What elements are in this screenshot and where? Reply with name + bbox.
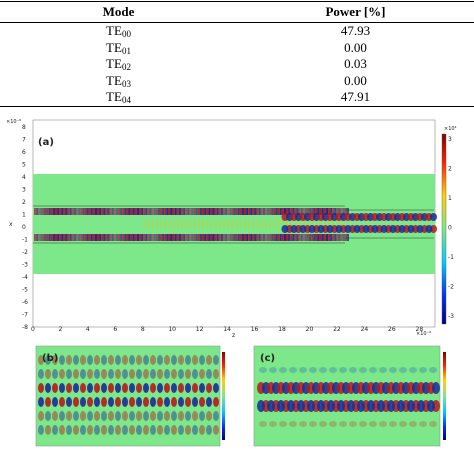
panel-c-field-pattern xyxy=(257,367,440,427)
x-tick-label: 20 xyxy=(306,326,314,333)
y-tick-label: 4 xyxy=(22,174,26,181)
x-tick-label: 28 xyxy=(416,326,424,333)
y-ticks: 8 7 6 5 4 3 2 1 0 -1 -2 -3 -4 -5 -6 -7 -8 xyxy=(22,124,28,331)
y-exponent: ×10⁻⁶ xyxy=(6,119,21,125)
panel-a-label: (a) xyxy=(38,137,54,148)
power-cell: 0.03 xyxy=(344,56,367,71)
colorbar-tick-label: -1 xyxy=(448,254,454,261)
power-cell: 0.00 xyxy=(344,72,367,88)
y-tick-label: 3 xyxy=(22,187,26,194)
x-tick-label: 24 xyxy=(361,326,369,333)
x-tick-label: 16 xyxy=(251,326,259,333)
y-tick-label: -1 xyxy=(22,237,28,244)
mode-cell: TE03 xyxy=(106,72,131,89)
y-axis-label: x xyxy=(9,221,13,228)
y-tick-label: -6 xyxy=(22,299,28,306)
colorbar-ticks: 3 2 1 0 -1 -2 -3 xyxy=(448,136,454,320)
panel-b: (b) xyxy=(35,345,225,447)
y-tick-label: 2 xyxy=(22,199,26,206)
y-tick-label: -8 xyxy=(22,324,28,331)
colorbar-tick-label: -2 xyxy=(448,284,454,291)
table-row: TE03 0.00 xyxy=(0,73,474,90)
x-tick-label: 6 xyxy=(113,326,117,333)
y-tick-label: -5 xyxy=(22,287,28,294)
power-table: Mode Power [%] TE00 47.93 TE01 0.00 TE02 0.03… xyxy=(0,1,474,107)
colorbar-tick-label: 1 xyxy=(448,195,452,202)
panel-c-label: (c) xyxy=(260,353,275,364)
y-tick-label: 6 xyxy=(22,149,26,156)
colorbar-exponent: ×10⁴ xyxy=(444,126,457,132)
colorbar-tick-label: 0 xyxy=(448,225,452,232)
table-row: TE04 47.91 xyxy=(0,89,474,107)
table-row: TE02 0.03 xyxy=(0,56,474,73)
colorbar-tick-label: 3 xyxy=(448,136,452,143)
y-tick-label: 0 xyxy=(22,224,26,231)
panel-b-colorbar xyxy=(222,352,225,440)
panel-b-frame xyxy=(35,345,221,447)
y-tick-label: -7 xyxy=(22,312,28,319)
y-tick-label: 7 xyxy=(22,137,26,144)
x-tick-label: 12 xyxy=(196,326,204,333)
x-tick-label: 18 xyxy=(278,326,286,333)
y-tick-label: 8 xyxy=(22,124,26,131)
x-exponent: ×10⁻⁶ xyxy=(416,331,431,337)
panel-b-field-pattern xyxy=(38,355,219,435)
x-ticks: 0 2 4 6 8 10 12 14 16 18 20 22 24 26 28 xyxy=(31,326,423,333)
x-tick-label: 8 xyxy=(141,326,145,333)
mode-power-table: Mode Power [%] TE00 47.93 TE01 0.00 TE02 0.03… xyxy=(0,0,474,107)
y-tick-label: -2 xyxy=(22,249,28,256)
y-tick-label: 1 xyxy=(22,212,26,219)
x-tick-label: 2 xyxy=(58,326,62,333)
mode-cell: TE00 xyxy=(106,23,131,39)
colorbar xyxy=(441,133,447,325)
mode-cell: TE01 xyxy=(106,39,131,56)
header-power: Power [%] xyxy=(237,1,474,23)
x-tick-label: 0 xyxy=(31,326,35,333)
cladding-region xyxy=(33,174,435,274)
panel-c-colorbar xyxy=(443,352,446,440)
x-tick-label: 14 xyxy=(223,326,231,333)
panel-b-label: (b) xyxy=(42,353,58,364)
power-cell: 47.91 xyxy=(237,89,474,107)
colorbar-tick-label: 2 xyxy=(448,166,452,173)
panel-c-frame xyxy=(253,345,441,447)
panel-c: (c) xyxy=(253,345,446,447)
x-tick-label: 22 xyxy=(333,326,341,333)
power-cell: 47.93 xyxy=(340,23,371,38)
x-axis-label: z xyxy=(232,332,235,339)
table-header-row: Mode Power [%] xyxy=(0,1,474,23)
waveguide-field-pattern xyxy=(33,205,437,244)
mode-cell: TE04 xyxy=(0,89,237,107)
field-figure: (a) ×10⁻⁶ ×10⁻⁶ z x 0 2 4 6 8 10 12 14 16 18 20 22 2… xyxy=(6,119,457,447)
header-mode: Mode xyxy=(0,1,237,23)
mode-cell: TE02 xyxy=(106,56,131,72)
colorbar-tick-label: -3 xyxy=(448,313,454,320)
y-tick-label: -3 xyxy=(22,262,28,269)
x-tick-label: 4 xyxy=(86,326,90,333)
power-cell: 0.00 xyxy=(344,39,367,55)
panel-a: (a) ×10⁻⁶ ×10⁻⁶ z x 0 2 4 6 8 10 12 14 16 18 20 22 2… xyxy=(6,119,457,339)
y-tick-label: 5 xyxy=(22,162,26,169)
table-row: TE01 0.00 xyxy=(0,40,474,57)
x-tick-label: 26 xyxy=(388,326,396,333)
y-tick-label: -4 xyxy=(22,274,28,281)
x-tick-label: 10 xyxy=(168,326,176,333)
table-row: TE00 47.93 xyxy=(0,23,474,40)
